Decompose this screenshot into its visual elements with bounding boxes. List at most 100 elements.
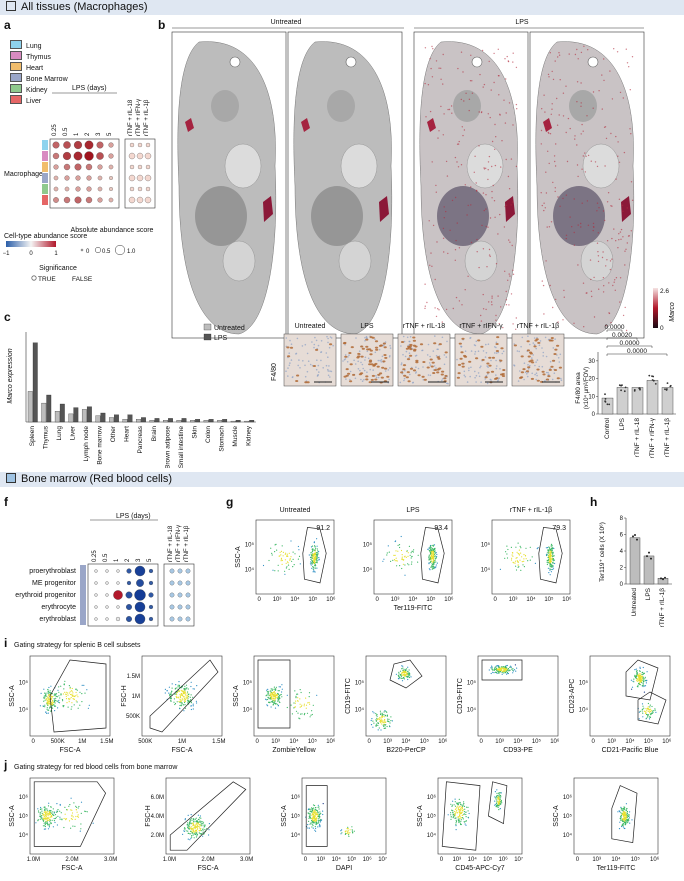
event (186, 692, 188, 694)
nucleus (408, 352, 411, 354)
event (516, 557, 518, 559)
event (499, 796, 501, 798)
event (55, 695, 58, 697)
event (383, 711, 385, 713)
event (191, 836, 193, 838)
marco-signal (543, 313, 545, 315)
nucleus (556, 354, 558, 356)
nucleus (327, 374, 330, 377)
nucleus (484, 378, 486, 380)
flow-plot-frame (589, 655, 671, 737)
event (286, 566, 288, 568)
event (379, 713, 382, 716)
event (417, 561, 419, 563)
nucleus (313, 343, 316, 346)
event (270, 693, 272, 695)
significance-bracket (606, 353, 668, 356)
event (194, 833, 196, 835)
event (54, 695, 56, 697)
x-tick-label: 10³ (391, 597, 400, 603)
p-value: 0.0000 (620, 340, 640, 347)
panel-label-a: a (4, 18, 11, 32)
event (199, 817, 201, 819)
dot (96, 152, 104, 160)
event (267, 688, 269, 690)
day-label: 3 (136, 558, 142, 562)
event (463, 821, 465, 823)
nucleus (302, 360, 304, 362)
event (521, 556, 523, 558)
event (499, 792, 501, 794)
event (180, 696, 182, 699)
marco-signal (548, 162, 550, 165)
f480-positive-cell (402, 368, 406, 371)
event (548, 572, 550, 574)
data-point (633, 389, 636, 391)
event (52, 808, 54, 810)
dot (97, 175, 103, 181)
event (200, 820, 202, 823)
x-axis-label: FSC-A (60, 747, 81, 754)
nucleus (287, 367, 289, 369)
event (636, 673, 639, 675)
nucleus (526, 375, 529, 378)
event (433, 566, 435, 568)
event (546, 561, 548, 563)
event (268, 701, 270, 703)
treatment-box (124, 138, 156, 209)
nucleus (311, 341, 313, 343)
event (428, 568, 430, 570)
marco-signal (464, 289, 466, 291)
event (497, 806, 499, 808)
event (433, 562, 435, 564)
event (297, 700, 299, 702)
condition-label: LPS (360, 323, 374, 330)
f480-positive-cell (436, 371, 440, 374)
marco-signal (558, 114, 560, 116)
event (62, 693, 64, 695)
event (311, 710, 313, 712)
event (175, 684, 177, 686)
marco-signal (574, 135, 576, 137)
organ (464, 240, 498, 282)
marco-signal (482, 248, 485, 250)
event (38, 811, 40, 813)
x-tick-label: 0 (493, 597, 497, 603)
event (44, 706, 46, 708)
event (501, 673, 503, 675)
event (319, 811, 321, 813)
marco-signal (557, 56, 559, 58)
tissue-legend-item: Thymus (10, 51, 68, 62)
event (381, 721, 383, 723)
event (434, 561, 436, 563)
event (43, 815, 45, 817)
event (53, 820, 56, 822)
event (88, 704, 90, 706)
event (67, 706, 69, 708)
event (188, 828, 190, 830)
marco-signal (545, 126, 547, 129)
marco-signal (615, 240, 617, 242)
nucleus (330, 370, 333, 373)
event (460, 820, 462, 822)
nucleus (460, 345, 462, 348)
event (622, 826, 625, 828)
f480-positive-cell (370, 378, 374, 381)
dot (148, 568, 154, 574)
dot (137, 164, 143, 170)
event (186, 824, 188, 826)
event (265, 699, 267, 701)
marco-signal (571, 226, 573, 228)
event (176, 687, 178, 689)
nucleus (400, 363, 403, 366)
f480-positive-cell (486, 371, 490, 374)
nucleus (527, 368, 530, 370)
event (69, 698, 71, 700)
event (458, 807, 460, 809)
event (294, 706, 296, 708)
nucleus (531, 357, 533, 359)
nucleus (328, 365, 330, 367)
event (53, 694, 55, 696)
event (183, 710, 185, 712)
